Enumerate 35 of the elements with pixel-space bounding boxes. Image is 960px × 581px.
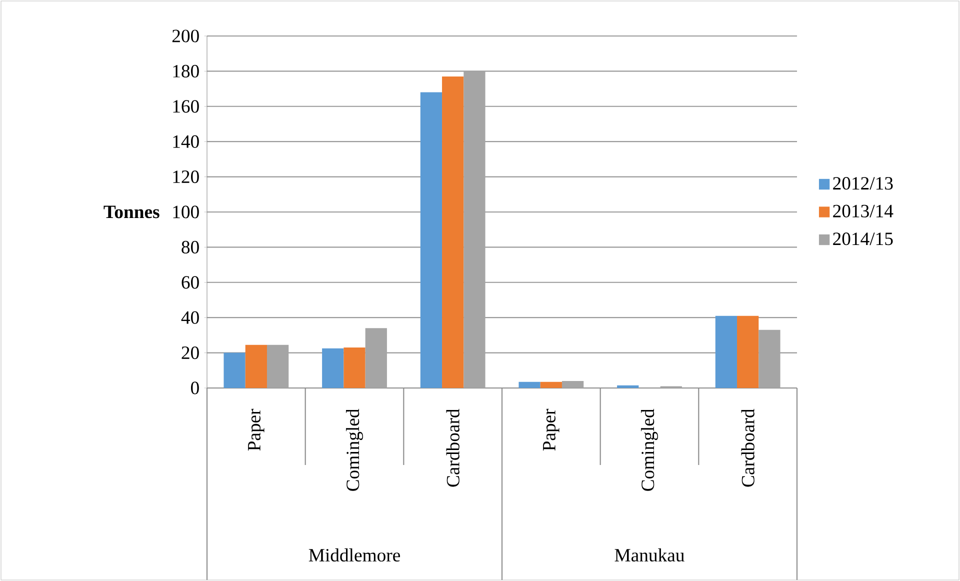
text: Middlemore	[308, 548, 400, 562]
y-tick-label: 60	[182, 276, 199, 289]
bar	[518, 382, 540, 388]
legend-label: 2014/15	[833, 232, 893, 246]
x-tick-label: Paper	[248, 408, 264, 451]
x-tick-label: Paper	[543, 408, 560, 451]
y-tick-label: 140	[173, 135, 199, 148]
y-axis-title: Tonnes	[104, 206, 160, 218]
bar	[322, 348, 344, 388]
x-tick-label: Comingled	[346, 408, 363, 491]
x-tick-label: Cardboard	[741, 408, 754, 487]
y-tick-label: 40	[181, 311, 199, 324]
x-tick-label: Comingled	[640, 408, 658, 491]
bar	[224, 352, 246, 388]
y-tick-label: 120	[173, 170, 199, 184]
bar	[617, 385, 639, 388]
bar	[715, 316, 738, 388]
bar	[737, 316, 759, 388]
bar	[344, 348, 366, 388]
y-tick-label: 100	[173, 206, 199, 218]
y-tick-label: 80	[182, 240, 199, 254]
y-tick-label: 180	[173, 64, 199, 78]
y-tick-label: 20	[182, 346, 199, 360]
y-tick-label: 160	[173, 100, 199, 113]
legend-label: 2013/14	[833, 204, 894, 218]
text: Manukau	[614, 548, 684, 562]
bar	[562, 380, 584, 388]
bar	[245, 344, 267, 388]
x-tick-label: Cardboard	[446, 408, 460, 487]
legend-label: 2012/13	[833, 177, 893, 190]
bar	[420, 92, 442, 388]
y-tick-label: 0	[191, 382, 199, 394]
y-tick-label: 200	[172, 30, 199, 42]
bar	[442, 76, 464, 388]
bar	[540, 382, 562, 388]
